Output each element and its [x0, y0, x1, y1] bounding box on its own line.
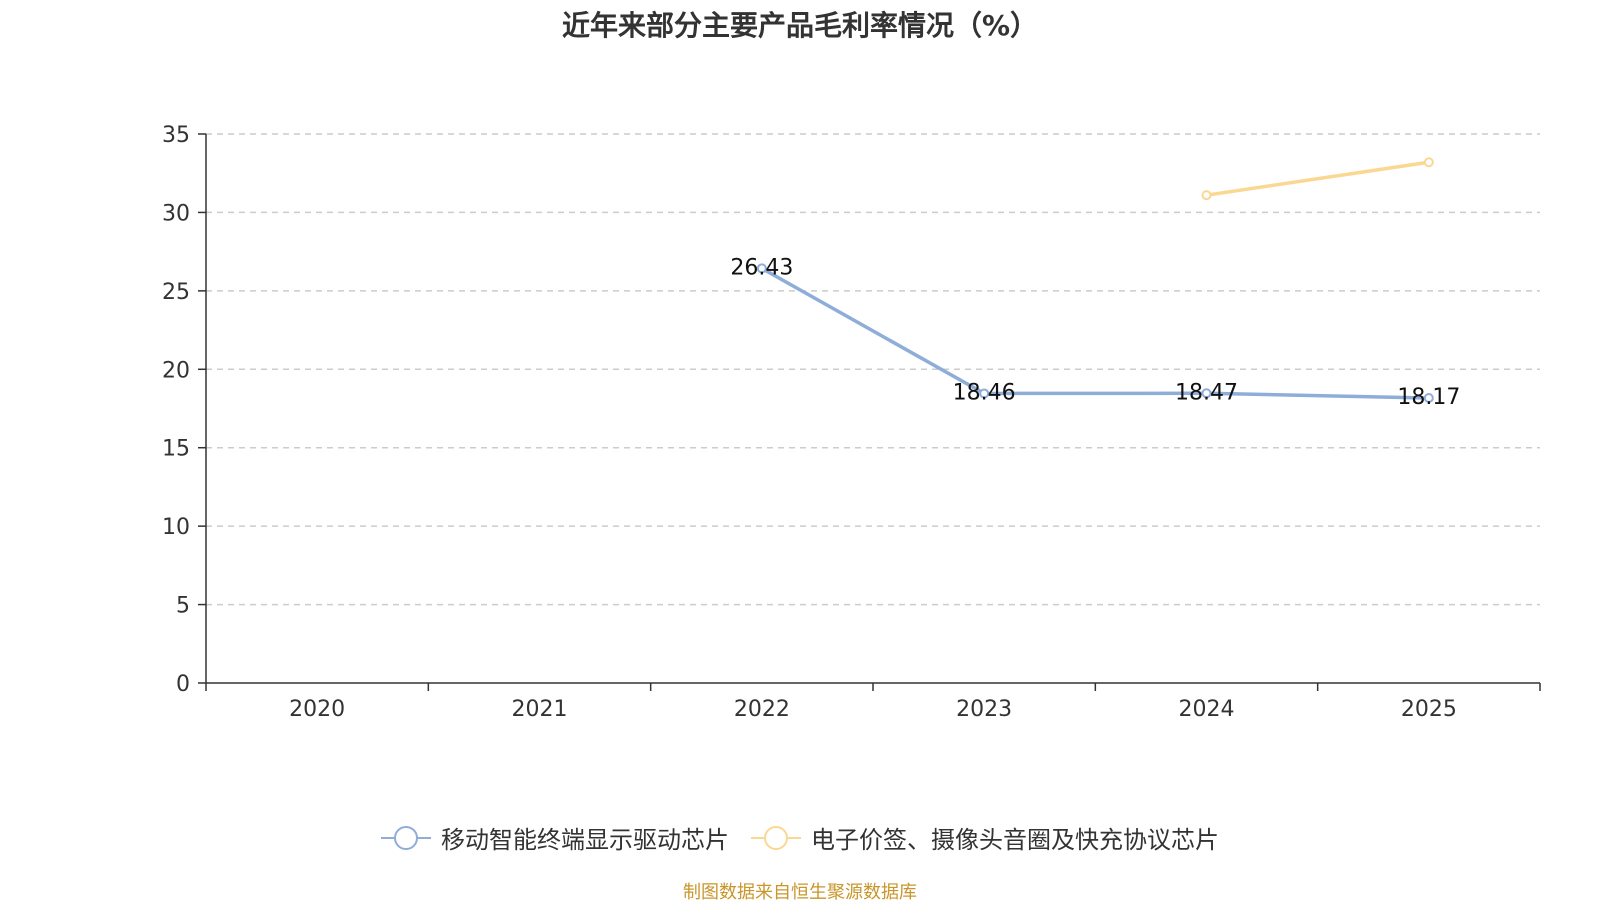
y-tick-label: 15 — [162, 437, 190, 462]
legend-item-series-1[interactable]: 移动智能终端显示驱动芯片 — [381, 820, 729, 855]
data-label: 18.46 — [953, 380, 1016, 405]
data-label: 18.17 — [1397, 385, 1460, 410]
x-tick-label: 2025 — [1401, 697, 1457, 722]
y-tick-label: 35 — [162, 123, 190, 148]
data-point[interactable] — [756, 263, 767, 274]
data-label: 26.43 — [730, 255, 793, 280]
legend-line-circle-icon — [751, 825, 801, 850]
legend: 移动智能终端显示驱动芯片 电子价签、摄像头音圈及快充协议芯片 — [0, 820, 1600, 855]
legend-label-series-1: 移动智能终端显示驱动芯片 — [441, 826, 729, 854]
data-point[interactable] — [1201, 190, 1212, 201]
data-label: 18.47 — [1175, 380, 1238, 405]
data-point[interactable] — [1423, 157, 1434, 168]
x-tick-label: 2023 — [956, 697, 1012, 722]
y-tick-label: 30 — [162, 201, 190, 226]
x-tick-label: 2022 — [734, 697, 790, 722]
legend-line-circle-icon — [381, 825, 431, 850]
data-point[interactable] — [979, 388, 990, 399]
grid-lines — [206, 133, 1540, 606]
legend-label-series-2: 电子价签、摄像头音圈及快充协议芯片 — [811, 826, 1219, 854]
y-tick-label: 10 — [162, 515, 190, 540]
y-tick-label: 0 — [176, 672, 190, 697]
x-tick-label: 2021 — [512, 697, 568, 722]
chart-title: 近年来部分主要产品毛利率情况（%） — [561, 9, 1039, 42]
series-line-2 — [1206, 160, 1430, 197]
y-tick-label: 25 — [162, 280, 190, 305]
x-tick-label: 2024 — [1179, 697, 1235, 722]
y-tick-label: 20 — [162, 358, 190, 383]
series-line-1 — [760, 266, 1429, 400]
x-tick-label: 2020 — [289, 697, 345, 722]
series — [756, 157, 1434, 403]
data-point[interactable] — [1201, 388, 1212, 399]
legend-item-series-2[interactable]: 电子价签、摄像头音圈及快充协议芯片 — [751, 820, 1219, 855]
data-point[interactable] — [1423, 392, 1434, 403]
source-note: 制图数据来自恒生聚源数据库 — [683, 882, 917, 903]
y-tick-label: 5 — [176, 594, 190, 619]
data-labels: 26.43 18.46 18.47 18.17 — [730, 255, 1460, 410]
